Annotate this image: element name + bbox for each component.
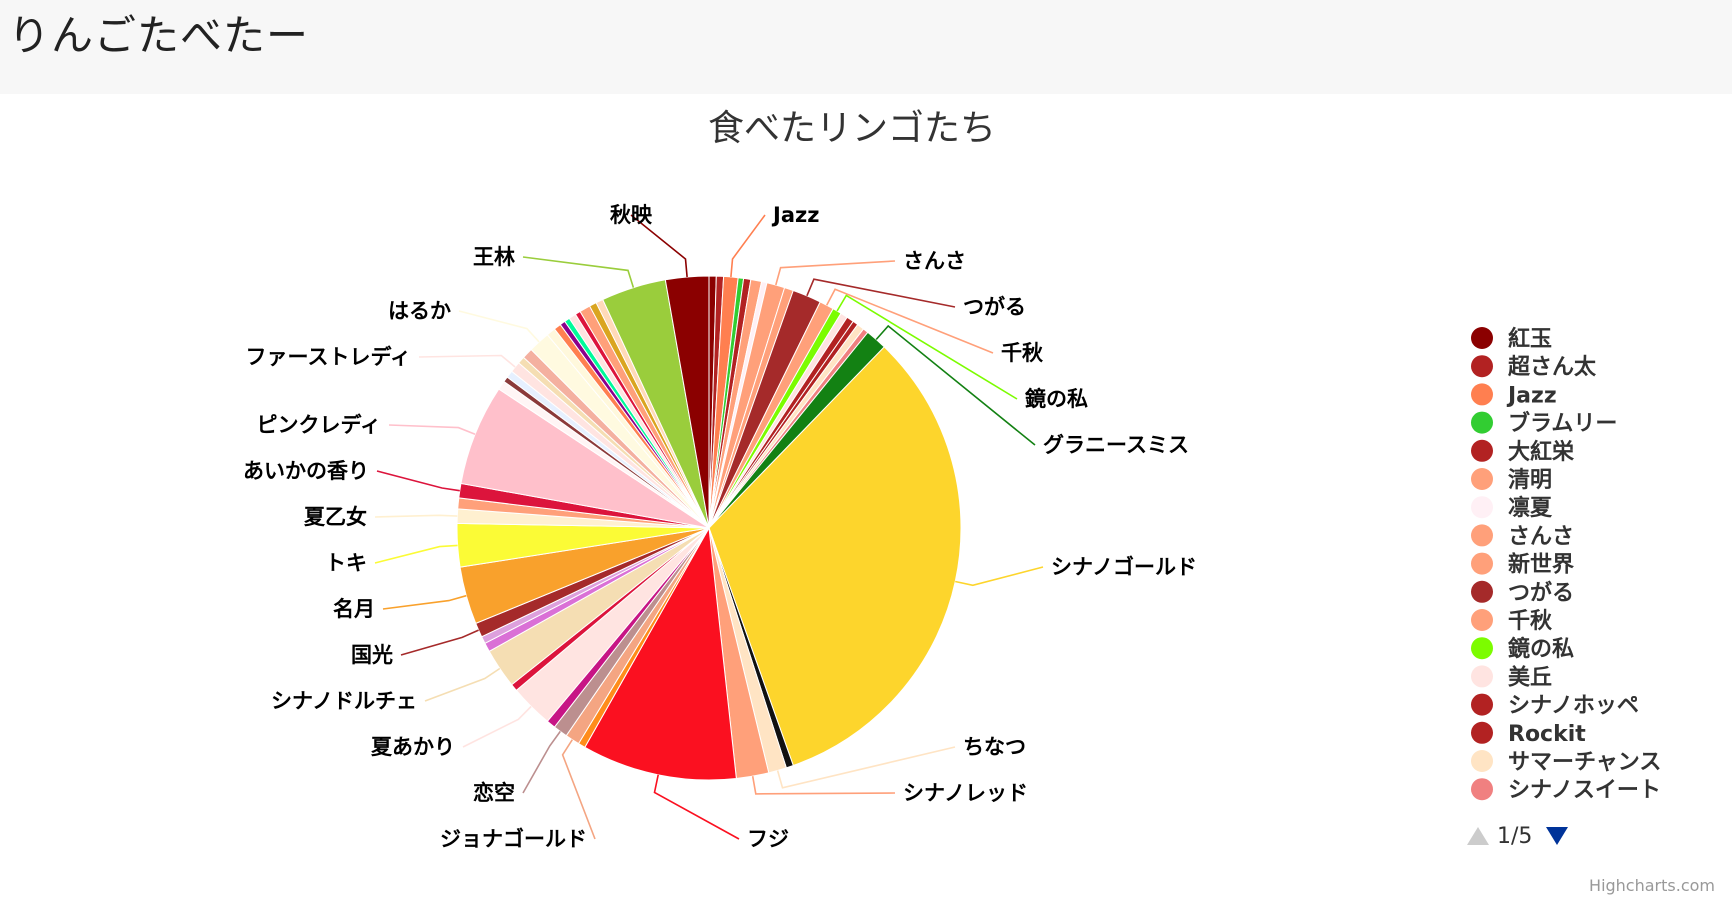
label-connector-6 [836,294,1018,400]
legend-item-marker-2[interactable] [1471,355,1493,378]
legend-item-marker-6[interactable] [1471,468,1493,490]
legend-item-label-9[interactable]: 新世界 [1508,552,1574,578]
label-connector-17 [382,594,467,610]
data-label-4: つがる [963,295,1026,319]
label-connector-4 [806,278,956,308]
label-connector-19 [374,514,458,518]
legend-item-marker-14[interactable] [1471,693,1493,716]
data-label-23: はるか [388,299,451,323]
data-label-18: トキ [325,551,367,575]
legend-item-label-17[interactable]: シナノスイート [1508,778,1661,803]
legend-item-marker-9[interactable] [1471,552,1493,575]
app-title: りんごたべたー [8,11,310,60]
legend-item-label-5[interactable]: 大紅栄 [1508,439,1575,465]
legend-item-label-2[interactable]: 超さん太 [1508,355,1597,380]
legend-item-label-7[interactable]: 凛夏 [1508,495,1553,521]
data-label-22: ファーストレディ [246,345,411,369]
label-connector-22 [418,354,516,368]
label-connectors [374,214,1044,840]
legend-item-label-15[interactable]: Rockit [1508,722,1586,747]
data-labels: 秋映 Jazz さんさつがる千秋鏡の私グラニースミスシナノゴールドちなつシナノレッド… [243,203,1197,851]
data-label-24: 王林 [473,245,515,269]
label-connector-16 [400,629,479,656]
data-label-5: 千秋 [1001,341,1044,365]
legend-item-marker-1[interactable] [1471,327,1493,349]
pie-chart: 食べたリンゴたち 秋映 Jazz さんさ つがる 千秋 鏡の私 グラニースミス シナノゴールド… [0,94,1732,906]
legend-item-marker-13[interactable] [1471,665,1493,688]
data-label-19: 夏乙女 [304,505,367,529]
app-header: りんごたべたー [0,0,1732,94]
data-label-21: ピンクレディ [256,413,381,437]
data-label-3: さんさ [903,249,966,273]
pie-slice-19[interactable] [708,346,962,767]
label-connector-15 [424,667,501,702]
legend-item-label-8[interactable]: さんさ [1508,524,1574,549]
label-connector-9 [776,746,956,789]
legend-item-marker-17[interactable] [1471,778,1493,801]
label-connector-5 [825,288,994,354]
label-connector-14 [462,705,532,748]
data-label-6: 鏡の私 [1025,387,1088,411]
label-connector-1 [630,214,688,278]
label-connector-11 [653,774,740,840]
legend-item-marker-15[interactable] [1471,721,1493,744]
legend-item-label-13[interactable]: 美丘 [1508,664,1552,690]
data-label-7: グラニースミス [1043,433,1189,457]
data-label-10: シナノレッド [903,781,1028,805]
label-connector-10 [751,776,896,795]
legend-item-marker-12[interactable] [1471,637,1493,660]
data-label-12: ジョナゴールド [440,827,587,851]
data-label-16: 国光 [351,643,393,667]
legend-item-label-3[interactable]: Jazz [1506,383,1557,408]
legend-item-marker-8[interactable] [1471,524,1493,547]
label-connector-24 [522,256,635,288]
data-label-1: 秋映 [610,203,653,227]
legend-item-marker-4[interactable] [1471,411,1493,434]
chart-title: 食べたリンゴたち [708,108,996,149]
legend-navigation: 1/5 [1467,824,1568,849]
legend-item-marker-3[interactable] [1471,383,1493,406]
highcharts-credit[interactable]: Highcharts.com [1589,876,1715,895]
legend-item-marker-10[interactable] [1471,580,1493,603]
legend-item-label-11[interactable]: 千秋 [1508,609,1553,634]
data-label-8: シナノゴールド [1051,555,1197,579]
legend-item-label-1[interactable]: 紅玉 [1508,326,1552,352]
label-connector-23 [458,310,540,343]
label-connector-20 [376,470,460,492]
data-label-9: ちなつ [963,735,1026,759]
label-connector-3 [775,260,896,286]
label-connector-18 [374,544,458,564]
label-connector-8 [955,566,1044,587]
label-connector-13 [522,730,561,794]
data-label-11: フジ [747,827,789,851]
legend-item-label-12[interactable]: 鏡の私 [1508,636,1574,662]
label-connector-21 [388,424,476,436]
label-connector-12 [561,739,596,840]
legend-page-down-icon[interactable] [1546,827,1568,845]
label-connector-7 [875,324,1036,446]
legend-item-label-16[interactable]: サマーチャンス [1508,750,1661,775]
pie-slices [456,275,962,781]
label-connector-2 [730,214,766,278]
legend-item-label-6[interactable]: 清明 [1508,467,1552,493]
data-label-20: あいかの香り [243,459,369,483]
legend-page-indicator: 1/5 [1497,824,1532,849]
legend-item-label-10[interactable]: つがる [1508,580,1574,606]
legend-item-marker-11[interactable] [1471,609,1493,631]
legend-item-marker-5[interactable] [1471,439,1493,462]
data-label-15: シナノドルチェ [271,689,417,713]
legend-item-label-4[interactable]: ブラムリー [1508,411,1617,437]
legend-item-marker-7[interactable] [1471,496,1493,519]
legend-item-marker-16[interactable] [1471,750,1493,772]
legend-page-up-icon[interactable] [1467,827,1489,845]
data-label-14: 夏あかり [371,735,455,759]
data-label-13: 恋空 [473,781,515,805]
data-label-2: Jazz [771,203,819,227]
legend-item-label-14[interactable]: シナノホッペ [1508,694,1639,719]
data-label-17: 名月 [333,597,375,621]
